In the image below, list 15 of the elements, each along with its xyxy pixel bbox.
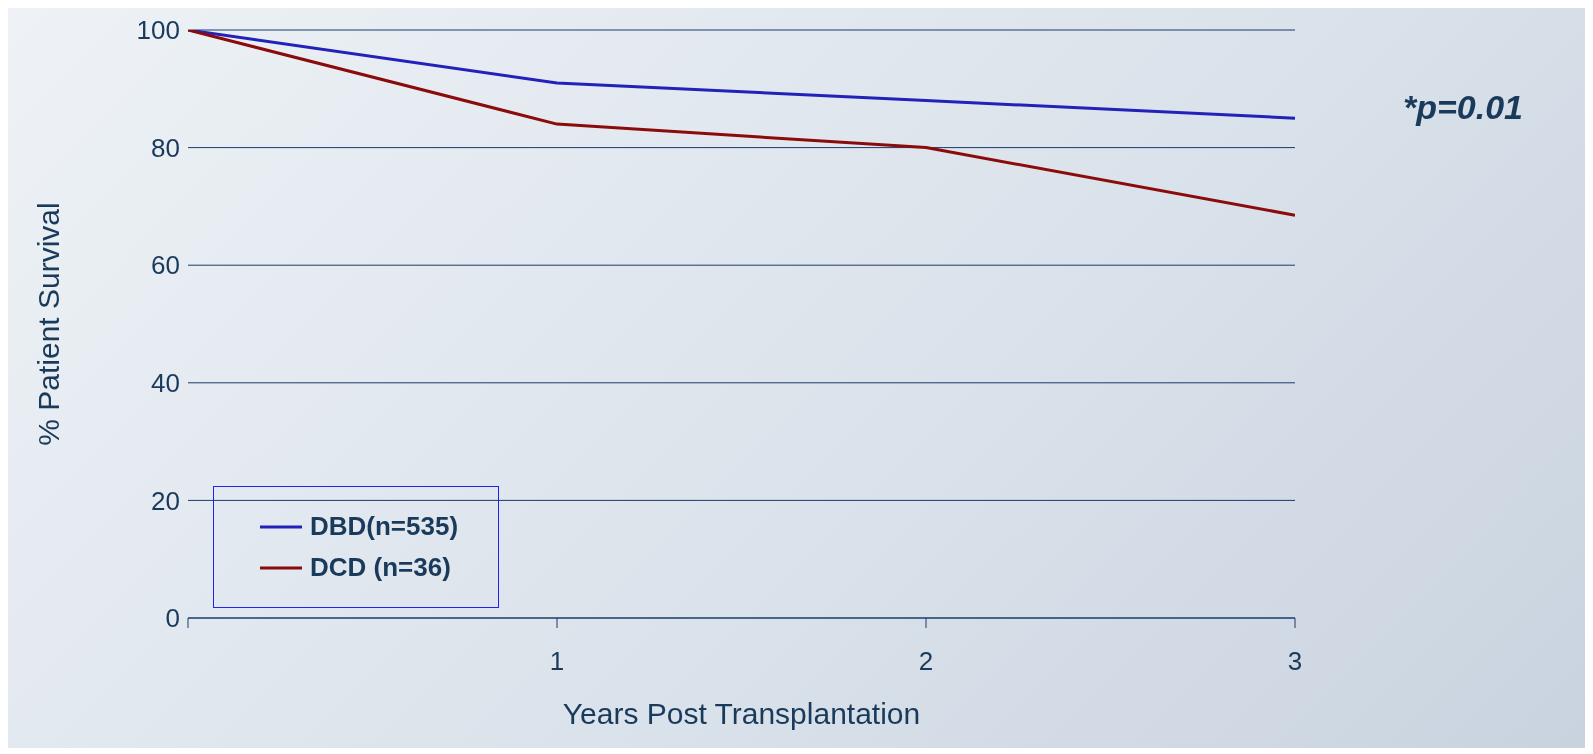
y-axis-title: % Patient Survival bbox=[31, 202, 65, 446]
x-tick-label: 3 bbox=[1287, 646, 1303, 677]
legend-label: DBD(n=535) bbox=[310, 511, 459, 542]
y-tick-label: 100 bbox=[136, 15, 180, 46]
x-tick-label: 2 bbox=[918, 646, 934, 677]
x-axis-title: Years Post Transplantation bbox=[562, 697, 921, 730]
legend-label: DCD (n=36) bbox=[310, 552, 451, 583]
x-tick-label: 1 bbox=[549, 646, 565, 677]
text: *p=0.01 bbox=[1403, 88, 1524, 127]
y-tick-label: 80 bbox=[151, 132, 180, 163]
y-tick-label: 60 bbox=[151, 250, 180, 281]
y-tick-label: 0 bbox=[165, 603, 180, 634]
y-tick-label: 20 bbox=[151, 485, 180, 516]
line-series bbox=[188, 30, 1295, 217]
y-tick-label: 40 bbox=[151, 368, 180, 399]
